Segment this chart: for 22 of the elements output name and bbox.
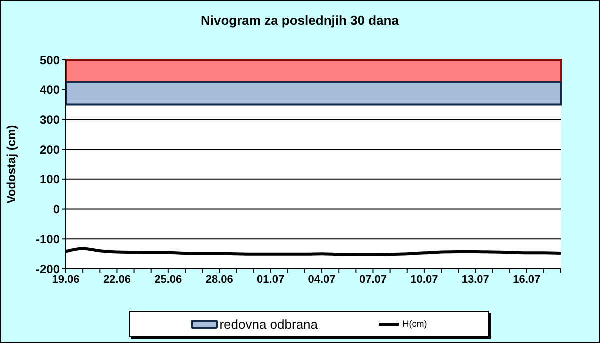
y-tick-label: 0: [53, 202, 60, 217]
y-tick-label: -200: [36, 262, 60, 276]
y-tick-label: 100: [40, 172, 60, 187]
legend-label: redovna odbrana: [220, 316, 318, 332]
x-tick-label: 25.06: [154, 274, 182, 286]
x-tick-label: 19.06: [52, 274, 80, 286]
y-tick-label: 300: [40, 112, 60, 127]
y-tick-label: 500: [40, 53, 60, 68]
x-tick-label: 28.06: [206, 274, 234, 286]
x-tick-label: 13.07: [462, 274, 490, 286]
legend-label: H(cm): [402, 319, 428, 329]
x-tick-label: 01.07: [257, 274, 285, 286]
x-tick-label: 22.06: [103, 274, 131, 286]
y-tick-label: 200: [40, 142, 60, 157]
x-tick-label: 04.07: [308, 274, 336, 286]
y-tick-label: 400: [40, 83, 60, 98]
x-tick-label: 16.07: [513, 274, 541, 286]
x-tick-label: 10.07: [410, 274, 438, 286]
y-tick-label: -100: [36, 232, 60, 246]
y-axis-title: Vodostaj (cm): [4, 125, 18, 204]
x-tick-label: 07.07: [359, 274, 388, 286]
chart-title: Nivogram za poslednjih 30 dana: [200, 13, 400, 28]
